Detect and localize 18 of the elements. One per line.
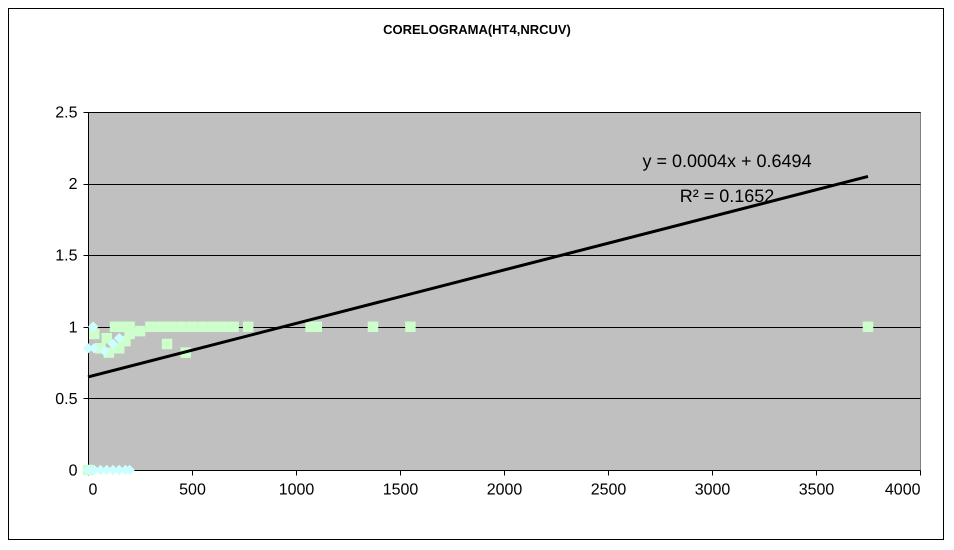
annotation: y = 0.0004x + 0.6494 bbox=[642, 151, 812, 171]
x-tick-label: 2500 bbox=[590, 482, 626, 498]
y-tick-label: 2 bbox=[68, 176, 78, 194]
x-tick-label: 4000 bbox=[884, 482, 921, 498]
y-tick-label: 0 bbox=[68, 462, 78, 480]
y-tick-label: 2.5 bbox=[55, 104, 78, 122]
chart-title: CORELOGRAMA(HT4,NRCUV) bbox=[383, 22, 571, 37]
y-tick-label: 1.5 bbox=[55, 248, 78, 265]
x-tick-label: 1500 bbox=[382, 482, 418, 498]
y-tick-label: 1 bbox=[68, 319, 78, 336]
x-tick-label: 1000 bbox=[278, 482, 314, 498]
annotation: R² = 0.1652 bbox=[680, 186, 774, 206]
x-tick-label: 500 bbox=[179, 482, 206, 498]
y-tick-label: 0.5 bbox=[55, 390, 78, 408]
x-tick-label: 0 bbox=[88, 482, 98, 498]
x-tick-label: 3500 bbox=[798, 482, 834, 498]
x-tick-label: 2000 bbox=[486, 482, 522, 498]
x-tick-label: 3000 bbox=[694, 482, 730, 498]
